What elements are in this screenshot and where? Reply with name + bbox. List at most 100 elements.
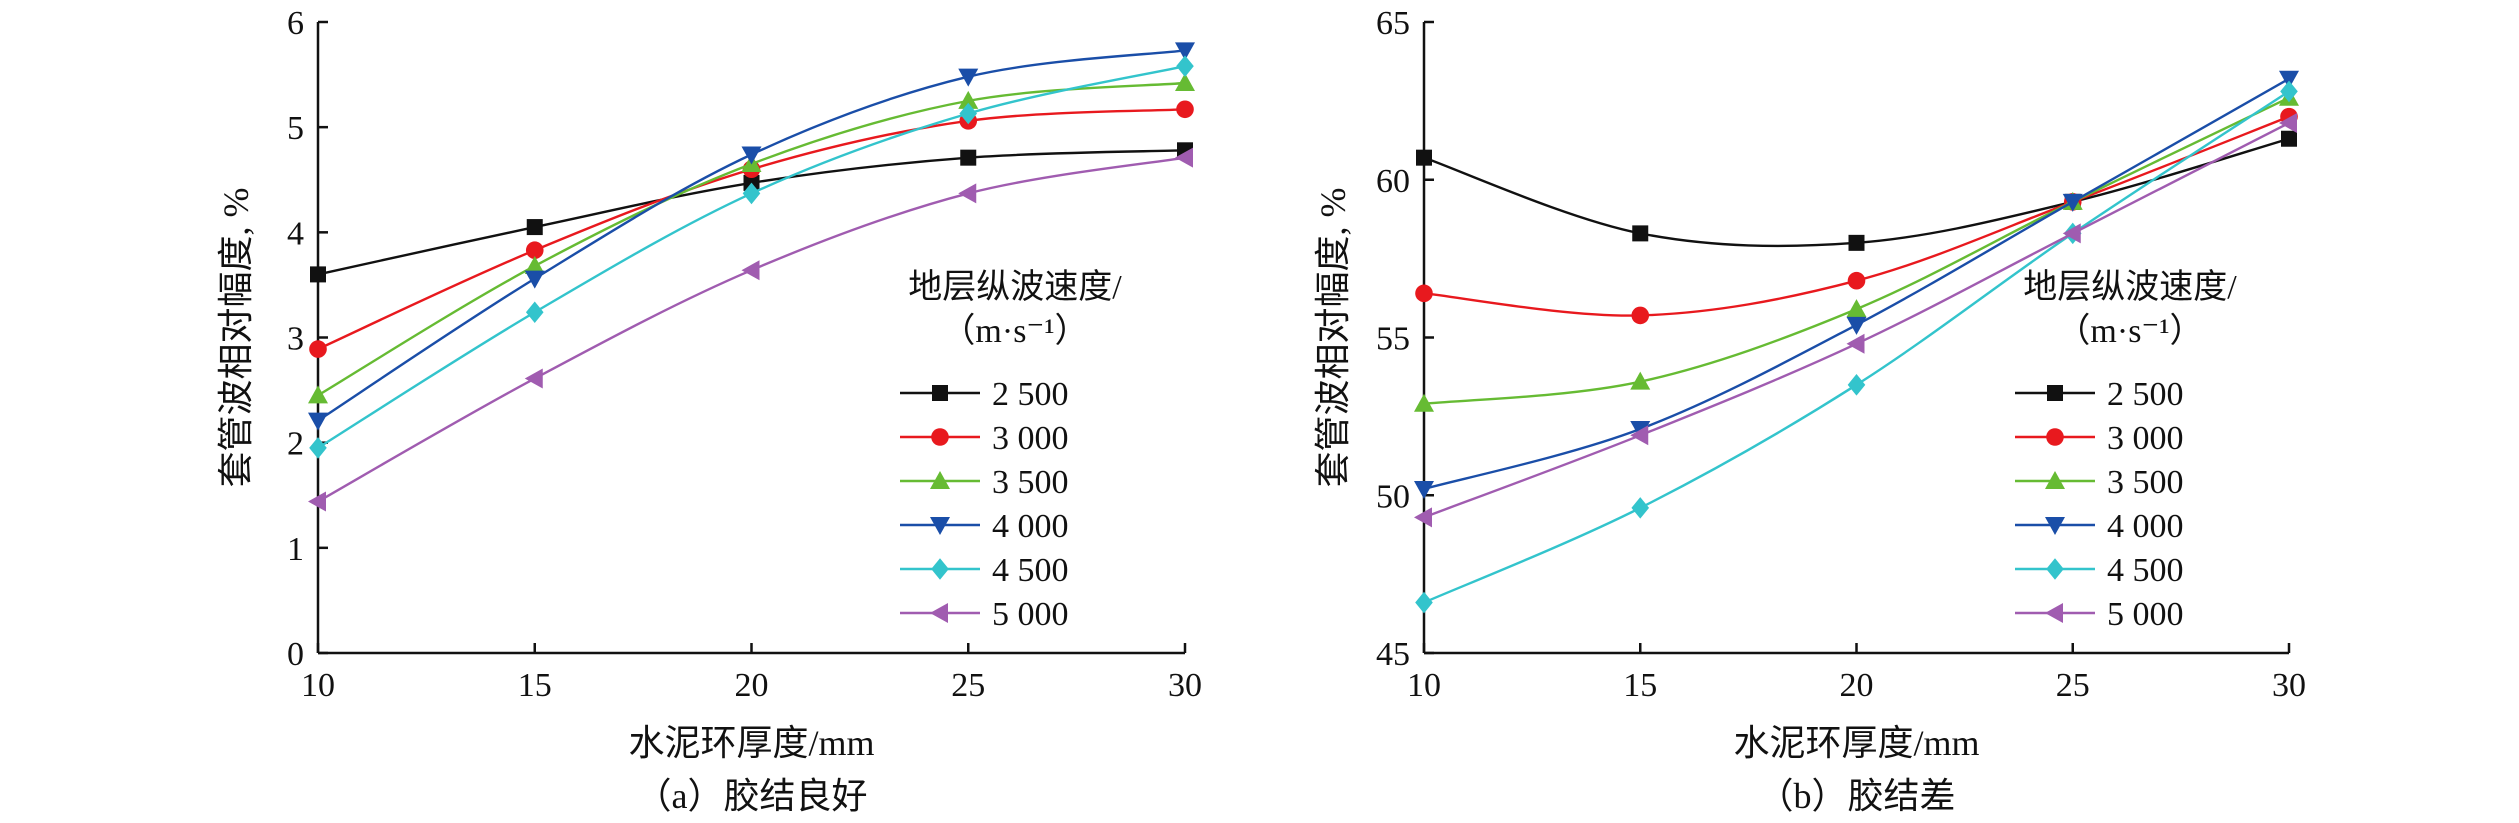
x-tick-label: 10 <box>301 667 335 704</box>
legend-swatch-marker <box>930 603 948 623</box>
legend-label: 2 500 <box>992 376 1069 413</box>
legend-label: 5 000 <box>2107 596 2184 633</box>
y-tick-label: 6 <box>287 5 304 42</box>
x-axis-title: 水泥环厚度/mm <box>628 723 874 763</box>
data-point <box>1176 55 1194 77</box>
legend-swatch-marker <box>2046 428 2064 446</box>
x-tick-label: 10 <box>1407 667 1441 704</box>
data-point <box>741 146 762 165</box>
data-point <box>1630 371 1651 390</box>
legend-swatch-marker <box>931 558 949 580</box>
legend-label: 4 000 <box>2107 508 2184 545</box>
x-tick-label: 25 <box>2056 667 2090 704</box>
data-point <box>308 412 328 431</box>
x-tick-label: 30 <box>2272 667 2306 704</box>
y-tick-label: 1 <box>287 531 304 568</box>
legend-label: 2 500 <box>2107 376 2184 413</box>
data-point <box>1415 284 1433 303</box>
data-point <box>1631 497 1650 519</box>
data-point <box>309 340 327 358</box>
chart-panel-2: 10 15 20 25 30 45 50 55 60 65 水泥环厚度/mm 套管波相对幅度, % （b… <box>1313 5 2306 816</box>
x-tick-label: 15 <box>518 667 552 704</box>
data-point <box>2280 80 2298 103</box>
legend-title: （m·s⁻¹） <box>2056 312 2203 350</box>
legend-swatch-marker <box>930 471 950 489</box>
y-tick-label: 0 <box>287 636 304 673</box>
data-point <box>1175 42 1195 61</box>
y-tick-label: 65 <box>1376 5 1410 42</box>
data-point <box>1848 234 1865 251</box>
x-tick-label: 25 <box>951 667 985 704</box>
legend: 地层纵波速度/ （m·s⁻¹） 2 500 3 000 3 500 4 000 4 500 5… <box>2015 268 2237 633</box>
data-point <box>2062 193 2083 212</box>
legend-label: 4 500 <box>992 552 1069 589</box>
data-point <box>958 90 979 109</box>
data-point <box>1414 393 1434 412</box>
legend-swatch-marker <box>2045 517 2065 535</box>
legend-swatch-marker <box>2045 471 2065 489</box>
data-point <box>959 102 978 125</box>
panel-caption: （b）胶结差 <box>1757 776 1955 816</box>
data-point <box>524 368 543 389</box>
data-point <box>310 266 326 283</box>
series-line <box>1423 137 2290 248</box>
y-tick-label: 5 <box>287 110 304 147</box>
y-tick-label: 4 <box>287 215 304 252</box>
data-point <box>1414 480 1434 499</box>
x-tick-label: 15 <box>1623 667 1657 704</box>
data-point <box>1847 374 1866 396</box>
legend-swatch-marker <box>932 385 948 401</box>
data-point <box>958 68 979 87</box>
data-point <box>2281 130 2297 147</box>
data-point <box>525 301 544 324</box>
data-point <box>2062 223 2081 244</box>
data-point <box>1176 100 1194 119</box>
data-point <box>1846 299 1867 318</box>
data-point <box>309 437 327 459</box>
y-axis-title: 套管波相对幅度, % <box>216 188 256 488</box>
legend-title: 地层纵波速度/ <box>908 268 1122 306</box>
legend-label: 4 000 <box>992 508 1069 545</box>
data-point <box>1632 225 1649 242</box>
data-point <box>1847 271 1866 290</box>
y-tick-label: 3 <box>287 321 304 358</box>
series-5000 <box>308 147 1193 512</box>
series-5000 <box>1414 112 2297 528</box>
legend: 地层纵波速度/ （m·s⁻¹） 2 500 3 000 3 500 4 000 4 500 5… <box>900 268 1122 633</box>
legend-swatch-marker <box>930 517 950 535</box>
data-point <box>2279 112 2297 133</box>
data-point <box>308 491 326 512</box>
data-point <box>524 255 545 274</box>
data-point <box>958 183 977 204</box>
data-point <box>1414 507 1432 528</box>
x-tick-label: 20 <box>1840 667 1874 704</box>
x-tick-label: 20 <box>735 667 769 704</box>
data-point <box>524 270 545 289</box>
data-point <box>1416 149 1432 166</box>
chart-panel-1: 10 15 20 25 30 0 1 2 3 4 5 6 水泥环厚度/mm 套管波相对幅度, % （a）胶结… <box>216 5 1202 816</box>
y-tick-label: 60 <box>1376 163 1410 200</box>
legend-swatch-marker <box>931 428 949 446</box>
data-point <box>525 241 544 260</box>
data-point <box>1846 316 1867 335</box>
y-tick-label: 50 <box>1376 478 1410 515</box>
legend-label: 3 500 <box>2107 464 2184 501</box>
data-point <box>1175 72 1195 91</box>
data-point <box>741 260 760 281</box>
y-axis-title: 套管波相对幅度, % <box>1313 188 1353 488</box>
data-point <box>526 219 543 236</box>
data-point <box>308 385 328 404</box>
legend-swatch-marker <box>2046 558 2064 580</box>
panel-caption: （a）胶结良好 <box>636 776 868 816</box>
data-point <box>1175 147 1193 168</box>
data-point <box>1415 591 1433 614</box>
legend-label: 3 000 <box>2107 420 2184 457</box>
data-point <box>742 182 761 205</box>
y-tick-label: 2 <box>287 426 304 463</box>
series-4000 <box>308 42 1195 431</box>
y-tick-label: 55 <box>1376 321 1410 358</box>
series-3500 <box>308 72 1195 404</box>
data-point <box>1846 333 1865 354</box>
series-4500 <box>309 55 1194 459</box>
